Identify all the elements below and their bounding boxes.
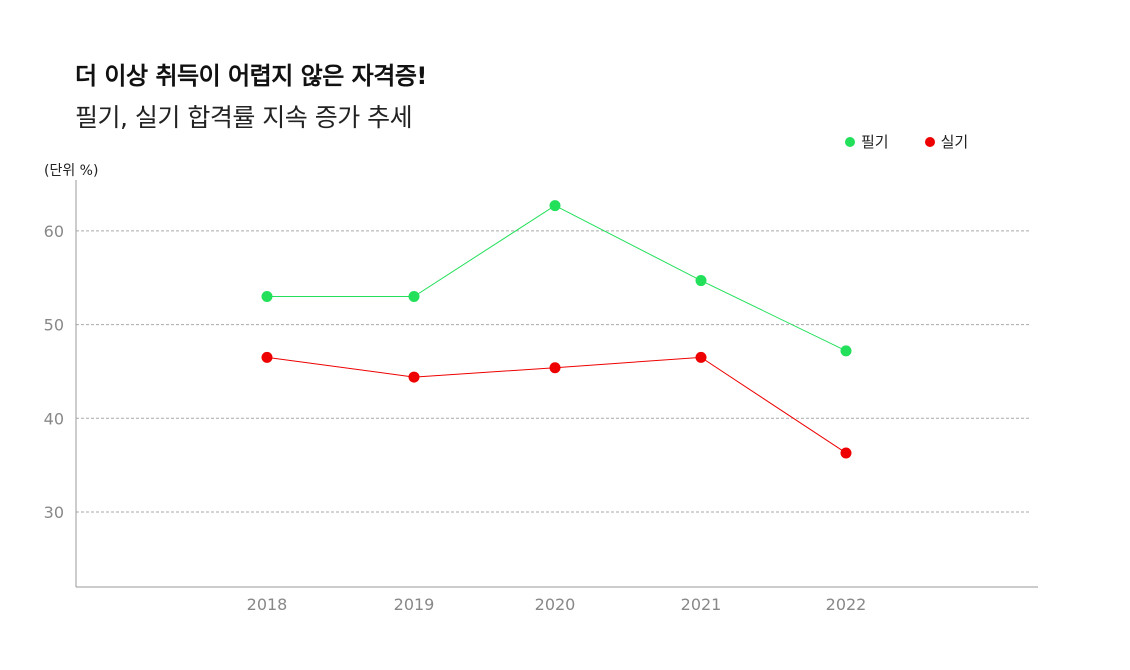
legend-item-practical: 실기 bbox=[924, 131, 969, 152]
data-point-series1-2020 bbox=[549, 362, 561, 374]
series-line-0 bbox=[267, 205, 847, 352]
data-point-series1-2018 bbox=[261, 351, 273, 363]
legend-item-written: 필기 bbox=[845, 131, 889, 152]
legend-label-written: 필기 bbox=[861, 133, 889, 151]
data-point-series0-2020 bbox=[549, 200, 561, 212]
data-point-series0-2018 bbox=[261, 290, 273, 302]
data-point-series0-2022 bbox=[840, 345, 852, 357]
y-tick-label-60: 60 bbox=[44, 222, 64, 241]
x-tick-label-2021: 2021 bbox=[681, 595, 722, 614]
chart-title: 더 이상 취득이 어렵지 않은 자격증! bbox=[75, 62, 427, 90]
y-tick-label-40: 40 bbox=[44, 409, 64, 428]
x-tick-label-2020: 2020 bbox=[535, 595, 576, 614]
legend-marker-practical bbox=[924, 136, 935, 147]
data-point-series1-2021 bbox=[695, 351, 707, 363]
data-point-series0-2019 bbox=[408, 290, 420, 302]
legend-label-practical: 실기 bbox=[940, 133, 969, 151]
chart-legend: 필기 실기 bbox=[845, 131, 1004, 152]
x-tick-label-2018: 2018 bbox=[247, 595, 288, 614]
y-tick-label-30: 30 bbox=[44, 503, 64, 522]
data-point-series1-2022 bbox=[840, 447, 852, 459]
y-axis-unit-label: (단위 %) bbox=[44, 163, 99, 179]
data-point-series1-2019 bbox=[408, 371, 420, 383]
y-tick-label-50: 50 bbox=[44, 316, 64, 335]
x-tick-label-2019: 2019 bbox=[394, 595, 435, 614]
data-point-series0-2021 bbox=[695, 275, 707, 287]
x-tick-label-2022: 2022 bbox=[826, 595, 867, 614]
chart-subtitle: 필기, 실기 합격률 지속 증가 추세 bbox=[75, 103, 413, 132]
legend-marker-written bbox=[845, 136, 855, 147]
